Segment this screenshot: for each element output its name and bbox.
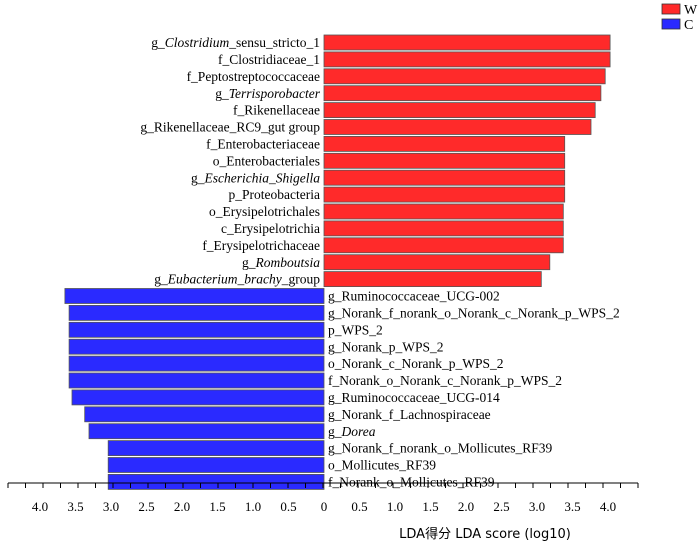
legend-swatch-c <box>661 18 681 30</box>
x-tick-label: 1.5 <box>209 499 225 514</box>
bar-label-18: g_Norank_p_WPS_2 <box>328 339 444 354</box>
bar-label-3: g_Terrisporobacter <box>215 86 321 101</box>
x-axis-title: LDA得分 LDA score (log10) <box>399 526 571 542</box>
bar-c-19 <box>68 355 325 372</box>
x-tick-label: 0.5 <box>351 499 367 514</box>
x-tick-label: 4.0 <box>32 499 48 514</box>
x-tick-label: 0.5 <box>280 499 296 514</box>
bar-w-8 <box>323 169 566 186</box>
bar-label-15: g_Ruminococcaceae_UCG-002 <box>328 289 500 304</box>
bar-c-20 <box>68 372 325 389</box>
legend-label-c: C <box>684 18 693 33</box>
bar-label-11: c_Erysipelotrichia <box>221 221 320 236</box>
x-tick-label: 1.0 <box>245 499 261 514</box>
bar-label-17: p_WPS_2 <box>328 322 383 337</box>
bar-label-13: g_Romboutsia <box>242 255 320 270</box>
bar-label-0: g_Clostridium_sensu_stricto_1 <box>151 35 320 50</box>
bar-c-26 <box>107 473 325 490</box>
x-tick-label: 1.0 <box>387 499 403 514</box>
bar-c-16 <box>68 304 325 321</box>
bar-label-12: f_Erysipelotrichaceae <box>202 238 320 253</box>
x-axis: 4.0 3.5 3.0 2.5 2.0 1.5 1.0 0.5 0 0.5 1.0 1.5 2.0 2.5… <box>7 482 639 514</box>
bar-label-1: f_Clostridiaceae_1 <box>218 52 320 67</box>
bar-label-22: g_Norank_f_Lachnospiraceae <box>328 407 491 422</box>
bar-c-24 <box>107 440 325 457</box>
x-tick-label: 2.0 <box>458 499 474 514</box>
bar-label-16: g_Norank_f_norank_o_Norank_c_Norank_p_WP… <box>328 306 620 321</box>
x-tick-label: 3.0 <box>103 499 119 514</box>
bar-c-18 <box>68 338 325 355</box>
legend: WC <box>661 3 698 33</box>
x-tick-label: 3.5 <box>67 499 83 514</box>
bar-w-6 <box>323 135 566 152</box>
bar-label-5: g_Rikenellaceae_RC9_gut group <box>140 120 320 135</box>
bar-w-5 <box>323 119 592 135</box>
bar-w-0 <box>323 34 611 51</box>
bar-w-7 <box>323 152 566 169</box>
x-tick-label: 3.0 <box>529 499 545 514</box>
x-tick-label: 2.5 <box>493 499 509 514</box>
x-tick-label: 2.0 <box>174 499 190 514</box>
bars-layer <box>64 34 611 490</box>
bar-label-9: p_Proteobacteria <box>229 187 320 202</box>
bar-label-26: f_Norank_o_Mollicutes_RF39 <box>328 475 495 490</box>
bar-w-4 <box>323 102 596 118</box>
bar-c-17 <box>68 321 325 338</box>
bar-label-2: f_Peptostreptococcaceae <box>187 69 320 84</box>
x-tick-label: 4.0 <box>600 499 616 514</box>
bar-w-11 <box>323 220 564 237</box>
bar-labels-layer: g_Clostridium_sensu_stricto_1 f_Clostridi… <box>140 35 619 489</box>
bar-w-1 <box>323 51 611 68</box>
x-tick-label: 2.5 <box>138 499 154 514</box>
bar-w-9 <box>323 186 566 203</box>
bar-label-19: o_Norank_c_Norank_p_WPS_2 <box>328 356 503 371</box>
bar-w-10 <box>323 203 564 220</box>
bar-label-23: g_Dorea <box>328 424 376 439</box>
bar-label-21: g_Ruminococcaceae_UCG-014 <box>328 390 500 405</box>
bar-label-24: g_Norank_f_norank_o_Mollicutes_RF39 <box>328 441 552 456</box>
x-tick-label: 1.5 <box>422 499 438 514</box>
bar-label-6: f_Enterobacteriaceae <box>206 137 320 152</box>
bar-c-23 <box>88 423 325 440</box>
bar-w-2 <box>323 68 606 85</box>
bar-c-15 <box>64 288 325 304</box>
legend-label-w: W <box>684 3 698 18</box>
bar-label-7: o_Enterobacteriales <box>213 153 320 168</box>
bar-w-13 <box>323 254 551 271</box>
bar-label-4: f_Rikenellaceae <box>233 103 320 118</box>
bar-w-3 <box>323 85 602 102</box>
bar-c-25 <box>107 457 325 473</box>
bar-w-14 <box>323 271 542 288</box>
bar-label-8: g_Escherichia_Shigella <box>191 170 320 185</box>
x-tick-label: 3.5 <box>564 499 580 514</box>
bar-label-25: o_Mollicutes_RF39 <box>328 458 436 473</box>
bar-label-14: g_Eubacterium_brachy_group <box>154 272 320 287</box>
x-tick-label: 0 <box>321 499 328 514</box>
bar-c-22 <box>84 406 325 423</box>
bar-label-20: f_Norank_o_Norank_c_Norank_p_WPS_2 <box>328 373 562 388</box>
legend-swatch-w <box>661 3 681 15</box>
bar-w-12 <box>323 237 564 254</box>
bar-label-10: o_Erysipelotrichales <box>209 204 320 219</box>
bar-c-21 <box>71 389 325 406</box>
